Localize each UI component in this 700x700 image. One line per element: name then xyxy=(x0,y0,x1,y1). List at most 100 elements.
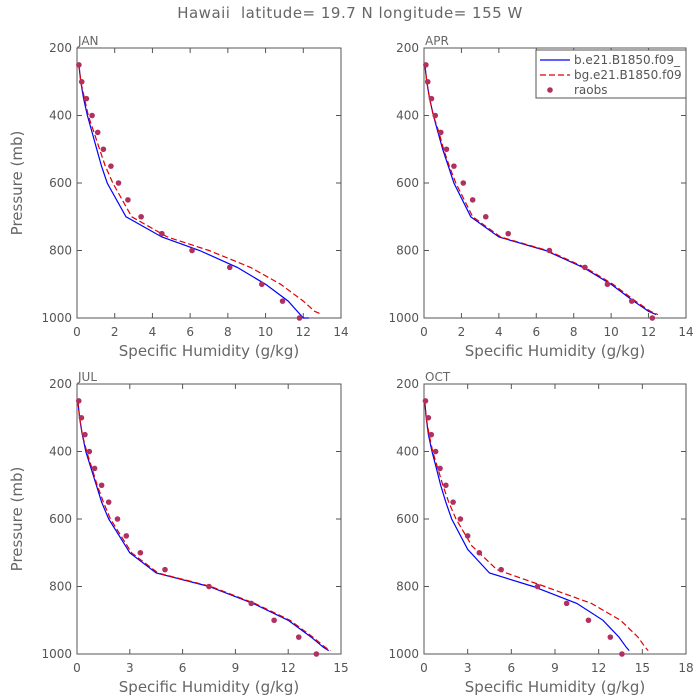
panel-oct: OCT 0 3 6 9 12 15 18 200 400 600 800 1000 Specific Hu… xyxy=(388,370,693,696)
x-tick-label: 9 xyxy=(551,661,559,675)
y-tick-label: 200 xyxy=(396,41,419,55)
legend-label: bg.e21.B1850.f09 xyxy=(574,68,682,82)
x-tick-label: 15 xyxy=(635,661,650,675)
raobs-point xyxy=(105,499,112,505)
raobs-point xyxy=(94,129,101,136)
y-tick-label: 200 xyxy=(49,41,72,55)
raobs-point xyxy=(248,600,255,607)
y-tick-label: 400 xyxy=(396,109,419,123)
raobs-point xyxy=(78,414,85,421)
panel-label: JAN xyxy=(77,34,99,48)
raobs-point xyxy=(585,617,592,624)
raobs-point xyxy=(460,180,467,186)
raobs-point xyxy=(582,264,588,271)
series-line-b xyxy=(424,400,630,651)
raobs-point xyxy=(89,112,95,119)
raobs-point xyxy=(100,146,107,153)
raobs-point xyxy=(226,264,233,271)
raobs-point xyxy=(607,634,614,640)
x-tick-label: 6 xyxy=(186,325,194,339)
x-tick-label: 4 xyxy=(495,325,503,339)
legend-label: b.e21.B1850.f09_ xyxy=(574,53,681,67)
x-tick-label: 10 xyxy=(604,325,619,339)
raobs-point xyxy=(505,230,512,237)
x-axis-label: Specific Humidity (g/kg) xyxy=(119,678,299,696)
y-tick-label: 200 xyxy=(396,377,419,391)
legend-label: raobs xyxy=(574,83,608,97)
y-tick-label: 800 xyxy=(396,244,419,258)
raobs-point xyxy=(295,634,302,640)
raobs-point xyxy=(98,482,105,489)
x-tick-label: 6 xyxy=(532,325,540,339)
y-tick-label: 1000 xyxy=(41,647,72,661)
y-tick-label: 400 xyxy=(49,109,72,123)
raobs-point xyxy=(469,197,476,203)
legend-marker xyxy=(547,87,553,93)
x-tick-label: 14 xyxy=(678,325,693,339)
raobs-point xyxy=(271,617,277,624)
plot-frame xyxy=(423,383,687,655)
raobs-point xyxy=(428,431,435,438)
raobs-point xyxy=(125,197,131,203)
raobs-point xyxy=(76,62,82,68)
x-tick-label: 14 xyxy=(333,325,348,339)
series-line-b xyxy=(78,64,309,319)
x-tick-label: 2 xyxy=(111,325,119,339)
x-tick-label: 6 xyxy=(179,661,187,675)
x-tick-label: 3 xyxy=(464,661,472,675)
y-axis-label: Pressure (mb) xyxy=(8,131,26,236)
panel-jul: JUL 0 3 6 9 12 15 200 400 600 800 1000 Specific Humi… xyxy=(8,370,349,696)
raobs-point xyxy=(498,566,504,573)
raobs-point xyxy=(628,298,635,304)
raobs-point xyxy=(75,398,82,404)
panel-apr: APR 0 2 4 6 8 10 12 14 200 400 600 800 1000 Specific H… xyxy=(388,34,693,360)
series-line-b xyxy=(77,400,330,652)
raobs-point xyxy=(604,281,611,288)
raobs-point xyxy=(78,78,85,85)
x-tick-label: 12 xyxy=(591,661,606,675)
raobs-point xyxy=(428,95,435,102)
raobs-point xyxy=(83,95,90,102)
x-tick-label: 4 xyxy=(149,325,157,339)
raobs-point xyxy=(443,146,450,153)
raobs-point xyxy=(159,230,165,237)
raobs-point xyxy=(476,549,483,556)
y-tick-label: 1000 xyxy=(41,311,72,325)
raobs-point xyxy=(115,180,122,186)
raobs-point xyxy=(108,163,114,169)
raobs-point xyxy=(296,315,303,321)
x-tick-label: 15 xyxy=(333,661,348,675)
raobs-point xyxy=(422,398,429,404)
x-axis-label: Specific Humidity (g/kg) xyxy=(465,342,645,360)
x-tick-label: 12 xyxy=(281,661,296,675)
x-tick-label: 12 xyxy=(296,325,311,339)
raobs-point xyxy=(123,533,130,539)
raobs-point xyxy=(82,431,88,438)
y-tick-label: 600 xyxy=(49,512,72,526)
raobs-point xyxy=(313,651,320,657)
x-tick-label: 9 xyxy=(232,661,240,675)
y-tick-label: 800 xyxy=(49,580,72,594)
y-tick-label: 200 xyxy=(49,377,72,391)
raobs-point xyxy=(432,448,439,455)
raobs-point xyxy=(206,583,212,590)
raobs-point xyxy=(534,583,541,590)
raobs-point xyxy=(138,213,144,220)
raobs-point xyxy=(114,516,121,522)
y-tick-label: 800 xyxy=(49,244,72,258)
panel-label: APR xyxy=(425,34,449,48)
y-tick-label: 600 xyxy=(396,176,419,190)
series-line-b xyxy=(424,64,657,316)
x-tick-label: 8 xyxy=(224,325,232,339)
y-tick-label: 400 xyxy=(49,445,72,459)
panel-label: JUL xyxy=(77,370,97,384)
raobs-point xyxy=(424,78,431,85)
series-line-bg xyxy=(424,400,649,652)
series-line-bg xyxy=(77,400,331,652)
x-tick-label: 0 xyxy=(73,325,81,339)
legend-box xyxy=(535,49,687,99)
raobs-point xyxy=(451,163,457,169)
raobs-point xyxy=(162,566,168,573)
